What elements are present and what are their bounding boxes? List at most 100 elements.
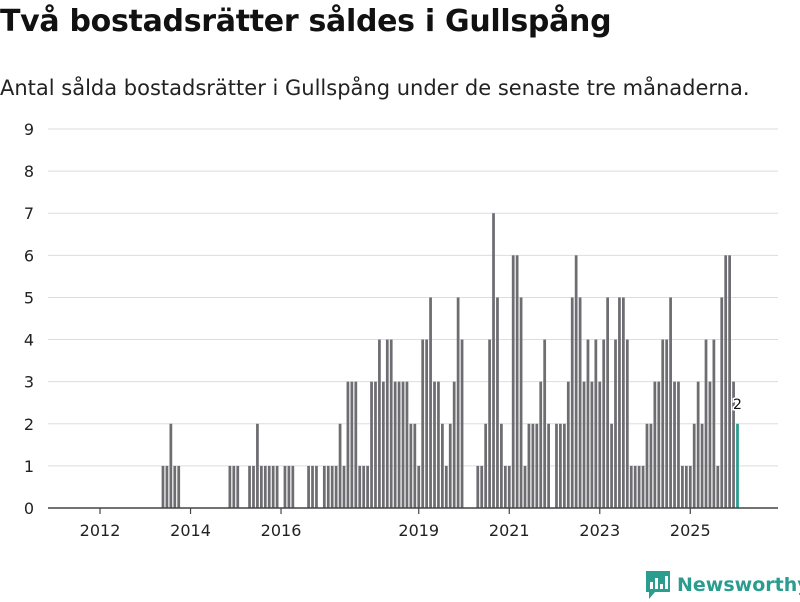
bar	[236, 465, 240, 508]
bar-series	[161, 213, 739, 508]
bar	[263, 465, 267, 508]
bar	[476, 465, 480, 508]
bar	[645, 423, 649, 508]
bar	[169, 423, 173, 508]
bar	[622, 297, 625, 508]
bar	[543, 339, 547, 508]
newsworthy-icon	[646, 571, 670, 599]
bar	[519, 297, 523, 508]
bar	[330, 465, 334, 508]
bar	[370, 381, 373, 508]
bar	[677, 381, 680, 508]
bar	[311, 465, 314, 508]
bar	[614, 339, 617, 508]
bar	[653, 381, 657, 508]
bar	[326, 465, 330, 508]
bar	[598, 381, 602, 508]
bar	[515, 255, 519, 508]
bar	[315, 465, 318, 508]
bar	[452, 381, 456, 508]
bar	[511, 255, 515, 508]
bar	[492, 213, 495, 508]
bar	[681, 465, 684, 508]
bar	[559, 423, 562, 508]
bar	[385, 339, 389, 508]
bar	[488, 339, 491, 508]
bar	[342, 465, 346, 508]
bar	[484, 423, 488, 508]
bar	[594, 339, 598, 508]
bar	[259, 465, 263, 508]
bar	[535, 423, 539, 508]
bar	[712, 339, 716, 508]
y-tick-label: 8	[24, 162, 34, 181]
bar	[633, 465, 637, 508]
x-tick-label: 2023	[579, 521, 620, 540]
y-tick-label: 4	[24, 331, 34, 350]
bar	[578, 297, 582, 508]
x-tick-label: 2021	[489, 521, 530, 540]
y-tick-label: 2	[24, 415, 34, 434]
brand-name: Newsworthy	[677, 574, 800, 596]
bar	[641, 465, 645, 508]
x-tick-label: 2025	[670, 521, 711, 540]
bar	[252, 465, 255, 508]
bar	[441, 423, 444, 508]
bar	[413, 423, 417, 508]
x-axis	[48, 507, 778, 514]
bar	[696, 381, 700, 508]
bar	[527, 423, 531, 508]
bar	[366, 465, 369, 508]
bar	[433, 381, 436, 508]
bar	[177, 465, 181, 508]
bar	[669, 297, 672, 508]
bar	[456, 297, 460, 508]
bar	[708, 381, 712, 508]
bar	[448, 423, 452, 508]
bar	[417, 465, 421, 508]
bar	[401, 381, 405, 508]
bar	[582, 381, 586, 508]
bar	[358, 465, 362, 508]
bar	[354, 381, 358, 508]
bar	[732, 381, 735, 508]
bar	[291, 465, 295, 508]
bar	[421, 339, 425, 508]
bar-highlight	[736, 423, 739, 508]
bar	[684, 465, 688, 508]
bar	[480, 465, 484, 508]
bar	[720, 297, 724, 508]
bar	[649, 423, 653, 508]
bar	[625, 339, 629, 508]
y-tick-label: 6	[24, 246, 34, 265]
bar	[275, 465, 279, 508]
bar	[657, 381, 661, 508]
bar	[405, 381, 409, 508]
bar	[507, 465, 511, 508]
bar	[602, 339, 606, 508]
bar	[397, 381, 401, 508]
bar	[728, 255, 731, 508]
bar	[374, 381, 377, 508]
bar	[704, 339, 708, 508]
x-tick-label: 2019	[398, 521, 439, 540]
bar	[724, 255, 728, 508]
bar	[531, 423, 535, 508]
chart-subtitle: Antal sålda bostadsrätter i Gullspång un…	[0, 76, 750, 100]
newsworthy-logo: Newsworthy	[645, 568, 800, 602]
bar	[574, 255, 578, 508]
bar	[362, 465, 366, 508]
y-tick-label: 1	[24, 457, 34, 476]
y-tick-label: 9	[24, 120, 34, 139]
bar	[688, 465, 692, 508]
bar	[271, 465, 275, 508]
grid-lines	[48, 128, 778, 467]
x-tick-label: 2016	[261, 521, 302, 540]
bar	[409, 423, 413, 508]
bar	[334, 465, 338, 508]
bar	[381, 381, 385, 508]
bar	[637, 465, 641, 508]
bar	[661, 339, 665, 508]
chart-title: Två bostadsrätter såldes i Gullspång	[0, 4, 612, 39]
